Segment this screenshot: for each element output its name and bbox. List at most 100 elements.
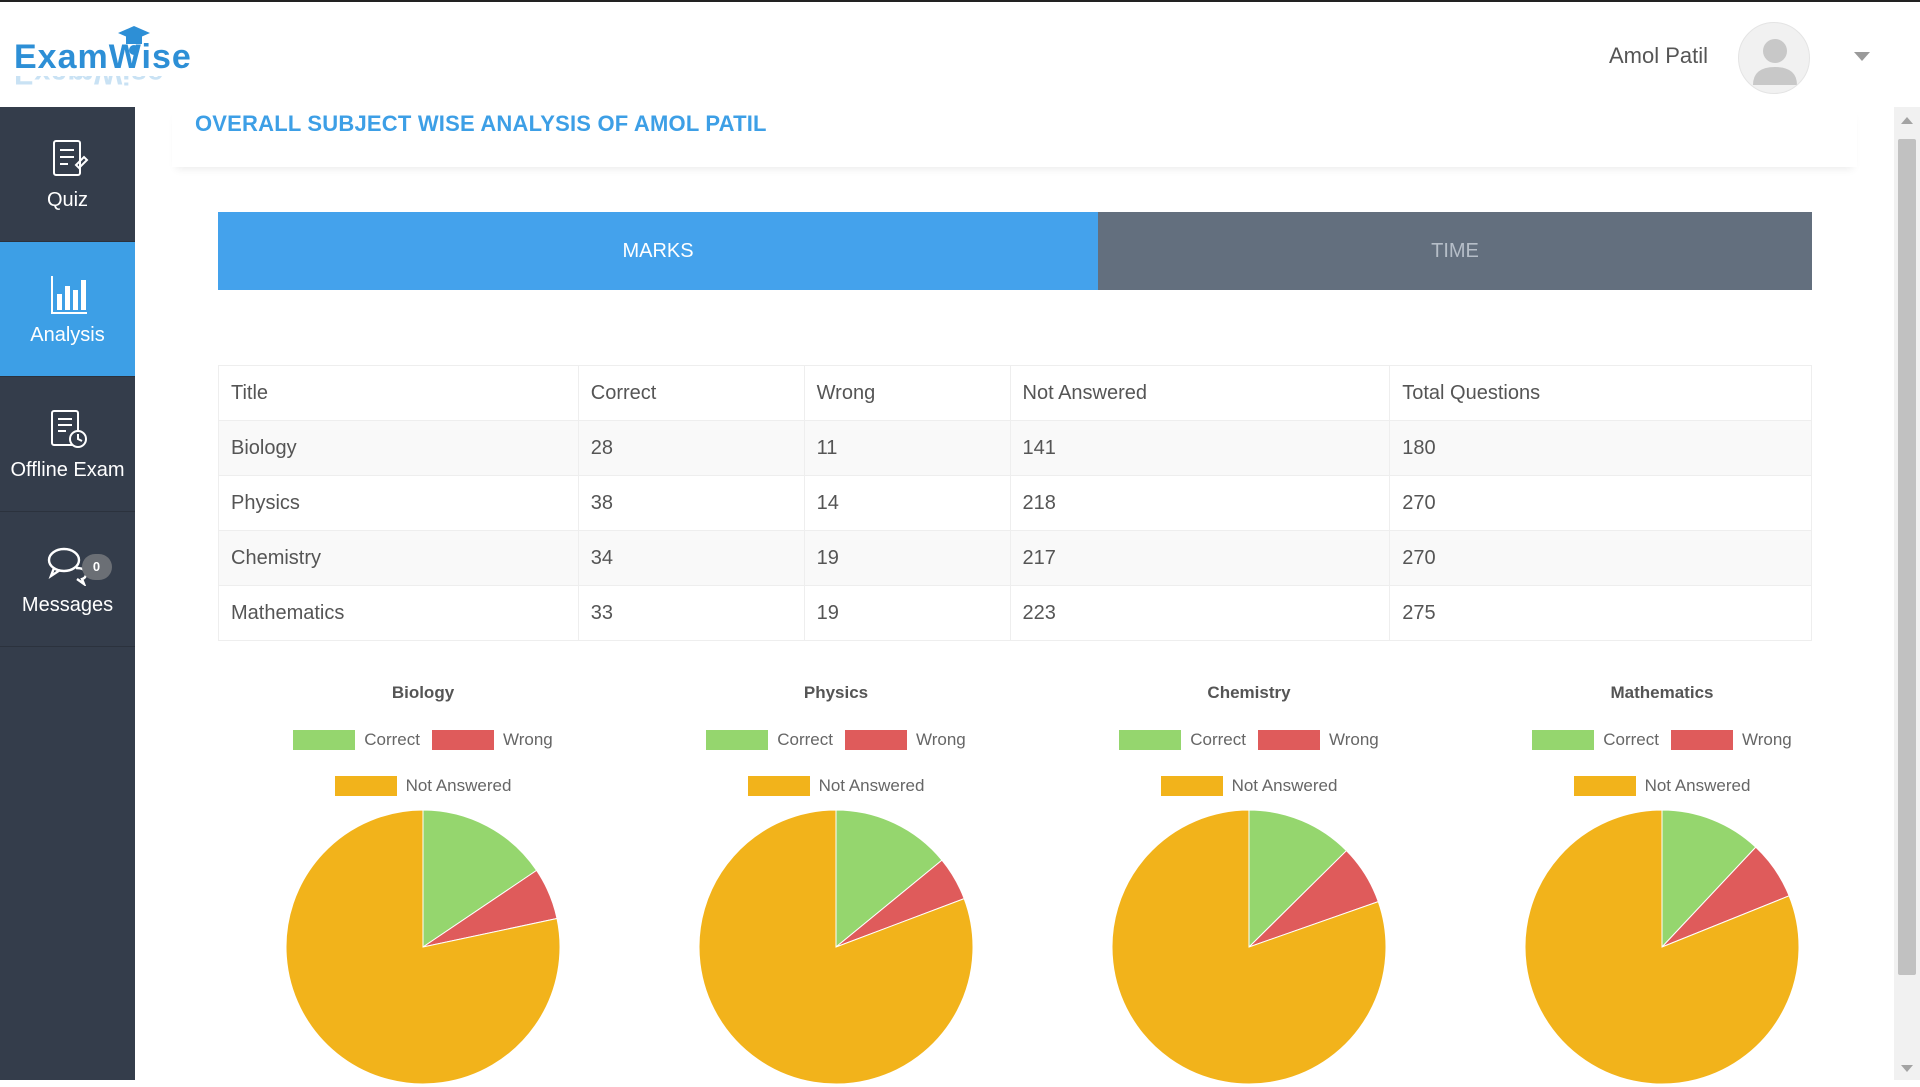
table-cell: 218 <box>1009 475 1391 531</box>
table-cell: 38 <box>577 475 805 531</box>
pie-slice-not-answered[interactable] <box>1111 809 1387 1085</box>
legend-swatch <box>334 776 397 796</box>
legend-swatch <box>844 730 907 750</box>
sidebar-item-label: Messages <box>21 593 114 616</box>
logo-reflection: ExamWise <box>14 76 164 90</box>
chart-legend: Correct Wrong Not Answered <box>1457 730 1867 796</box>
user-avatar-icon[interactable] <box>1738 22 1810 94</box>
legend-item[interactable]: Correct <box>293 730 420 750</box>
page-header: OVERALL SUBJECT WISE ANALYSIS OF AMOL PA… <box>172 107 1857 167</box>
legend-label: Wrong <box>1328 730 1379 749</box>
page-title: OVERALL SUBJECT WISE ANALYSIS OF AMOL PA… <box>195 111 767 136</box>
page-scrollbar[interactable] <box>1894 107 1920 1080</box>
pie-chart-svg <box>1524 809 1800 1085</box>
legend-item[interactable]: Correct <box>706 730 833 750</box>
legend-item[interactable]: Not Answered <box>1573 776 1751 796</box>
graduation-cap-icon <box>118 26 150 55</box>
sidebar-item-offline-exam[interactable]: Offline Exam <box>0 377 135 512</box>
legend-label: Not Answered <box>405 776 512 795</box>
legend-label: Correct <box>777 730 833 749</box>
legend-swatch <box>1670 730 1733 750</box>
analysis-tabs: MARKS TIME <box>218 212 1812 290</box>
chart-legend: Correct Wrong Not Answered <box>1044 730 1454 796</box>
chart-legend: Correct Wrong Not Answered <box>218 730 628 796</box>
sidebar-item-messages[interactable]: 0 Messages <box>0 512 135 647</box>
pie-slice-correct[interactable] <box>835 809 943 949</box>
table-cell: Biology <box>218 420 579 476</box>
table-row: Biology 28 11 141 180 <box>218 420 1812 476</box>
legend-item[interactable]: Wrong <box>1670 730 1792 750</box>
column-header: Correct <box>577 365 805 421</box>
legend-item[interactable]: Wrong <box>431 730 553 750</box>
table-cell: Mathematics <box>218 585 579 641</box>
sidebar-item-label: Analysis <box>30 323 105 346</box>
legend-swatch <box>1257 730 1320 750</box>
legend-label: Wrong <box>502 730 553 749</box>
scroll-thumb[interactable] <box>1898 139 1916 975</box>
tab-marks[interactable]: MARKS <box>218 212 1098 290</box>
legend-label: Wrong <box>1741 730 1792 749</box>
table-cell: 141 <box>1009 420 1391 476</box>
sidebar-item-label: Quiz <box>46 188 89 211</box>
legend-item[interactable]: Not Answered <box>1160 776 1338 796</box>
legend-label: Correct <box>1190 730 1246 749</box>
messages-count-badge: 0 <box>81 553 112 580</box>
legend-label: Not Answered <box>1231 776 1338 795</box>
offline-exam-icon <box>46 407 90 451</box>
table-cell: 19 <box>803 585 1011 641</box>
pie-slice-not-answered[interactable] <box>1524 809 1800 1085</box>
pie-chart-mathematics: Mathematics Correct Wrong Not Answered <box>1457 677 1867 1087</box>
column-header: Wrong <box>803 365 1011 421</box>
table-cell: 223 <box>1009 585 1391 641</box>
table-cell: 217 <box>1009 530 1391 586</box>
pie-chart-chemistry: Chemistry Correct Wrong Not Answered <box>1044 677 1454 1087</box>
legend-item[interactable]: Not Answered <box>334 776 512 796</box>
column-header: Total Questions <box>1389 365 1812 421</box>
sidebar-item-analysis[interactable]: Analysis <box>0 242 135 377</box>
pie-slice-correct[interactable] <box>1248 809 1348 949</box>
pie-chart-svg <box>285 809 561 1085</box>
legend-label: Not Answered <box>1644 776 1751 795</box>
user-name[interactable]: Amol Patil <box>1608 43 1708 68</box>
legend-item[interactable]: Wrong <box>1257 730 1379 750</box>
table-cell: 270 <box>1389 530 1812 586</box>
main-content: OVERALL SUBJECT WISE ANALYSIS OF AMOL PA… <box>172 107 1857 1085</box>
pie-charts-row: Biology Correct Wrong Not Answered Physics Co… <box>218 677 1858 1087</box>
column-header: Title <box>218 365 579 421</box>
legend-item[interactable]: Correct <box>1532 730 1659 750</box>
pie-slice-not-answered[interactable] <box>285 809 561 1085</box>
legend-item[interactable]: Correct <box>1119 730 1246 750</box>
pie-slice-not-answered[interactable] <box>698 809 974 1085</box>
legend-swatch <box>1573 776 1636 796</box>
legend-item[interactable]: Wrong <box>844 730 966 750</box>
examwise-logo[interactable]: ExamWise ExamWise <box>14 24 191 92</box>
sidebar: Quiz Analysis Offline Ex <box>0 107 135 1080</box>
pie-chart-svg <box>698 809 974 1085</box>
pie-slice-correct[interactable] <box>1661 809 1757 949</box>
chevron-down-icon[interactable] <box>1854 52 1870 61</box>
legend-swatch <box>1160 776 1223 796</box>
tab-time[interactable]: TIME <box>1098 212 1812 290</box>
scroll-up-icon[interactable] <box>1901 117 1913 124</box>
table-cell: 28 <box>577 420 805 476</box>
legend-swatch <box>431 730 494 750</box>
messages-icon: 0 <box>46 542 112 587</box>
legend-item[interactable]: Not Answered <box>747 776 925 796</box>
sidebar-item-quiz[interactable]: Quiz <box>0 107 135 242</box>
legend-swatch <box>1532 730 1595 750</box>
table-row: Chemistry 34 19 217 270 <box>218 530 1812 586</box>
top-bar: ExamWise ExamWise Amol Patil <box>0 0 1920 107</box>
chart-title: Biology <box>391 683 455 702</box>
pie-chart-svg <box>1111 809 1387 1085</box>
table-row: Physics 38 14 218 270 <box>218 475 1812 531</box>
pie-slice-correct[interactable] <box>422 809 538 948</box>
chart-title: Mathematics <box>1610 683 1714 702</box>
scroll-down-icon[interactable] <box>1901 1065 1913 1072</box>
legend-label: Wrong <box>915 730 966 749</box>
table-cell: 270 <box>1389 475 1812 531</box>
bar-chart-icon <box>46 272 90 316</box>
legend-label: Not Answered <box>818 776 925 795</box>
table-cell: 33 <box>577 585 805 641</box>
table-cell: Physics <box>218 475 579 531</box>
table-cell: 11 <box>803 420 1011 476</box>
